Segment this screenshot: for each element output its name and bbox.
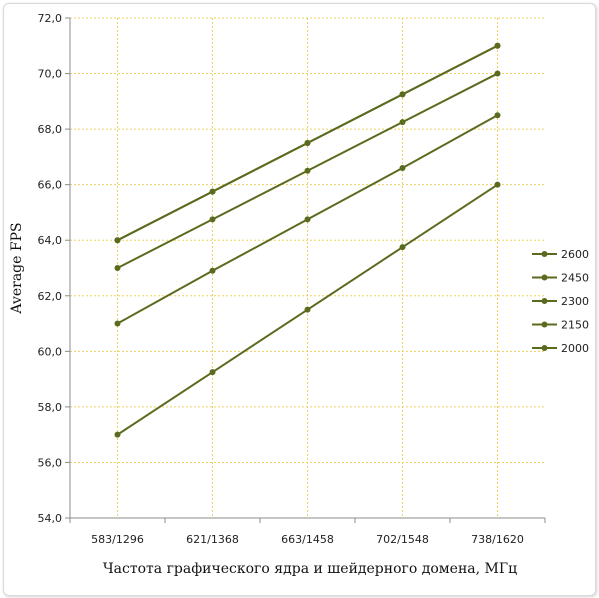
legend-item: 2450 xyxy=(532,272,589,285)
series-2450 xyxy=(114,42,501,244)
y-tick-label: 70,0 xyxy=(38,68,63,81)
x-axis-label: Частота графического ядра и шейдерного д… xyxy=(103,561,517,577)
data-point xyxy=(304,216,311,223)
y-tick-labels: 54,0 56,0 58,0 60,0 62,0 64,0 66,0 68,0 70,0 72,0 xyxy=(38,12,63,525)
x-tick-label: 583/1296 xyxy=(91,533,144,546)
axes xyxy=(65,17,546,523)
data-point xyxy=(399,165,406,171)
legend-swatch-marker xyxy=(541,345,548,351)
data-point xyxy=(114,320,121,327)
x-tick-label: 702/1548 xyxy=(376,533,429,546)
legend-item: 2150 xyxy=(532,319,589,332)
data-point xyxy=(494,181,501,188)
y-tick-label: 56,0 xyxy=(38,456,63,469)
data-point xyxy=(304,167,311,174)
legend-label: 2600 xyxy=(561,248,589,261)
data-point xyxy=(114,237,121,244)
series-group xyxy=(114,42,501,438)
data-point xyxy=(399,119,406,126)
data-point xyxy=(494,70,501,77)
y-tick-label: 60,0 xyxy=(38,345,63,358)
data-point xyxy=(494,112,501,119)
legend: 2600 2450 2300 2150 2000 xyxy=(532,248,589,355)
x-tick-label: 738/1620 xyxy=(471,533,524,546)
data-point xyxy=(304,306,311,313)
data-point xyxy=(209,188,216,195)
grid-lines xyxy=(70,17,545,518)
legend-label: 2300 xyxy=(561,295,589,308)
data-point xyxy=(114,431,121,438)
legend-swatch-marker xyxy=(541,274,548,281)
y-tick-label: 64,0 xyxy=(38,234,63,247)
data-point xyxy=(114,265,121,271)
data-point xyxy=(209,267,216,274)
data-point xyxy=(304,140,311,146)
legend-swatch-marker xyxy=(541,298,548,304)
y-tick-label: 54,0 xyxy=(38,512,63,525)
legend-label: 2000 xyxy=(561,342,589,355)
y-tick-label: 62,0 xyxy=(38,290,63,303)
y-tick-label: 58,0 xyxy=(38,401,63,414)
legend-label: 2150 xyxy=(561,319,589,332)
x-tick-label: 621/1368 xyxy=(186,533,239,546)
data-point xyxy=(494,42,501,49)
y-tick-label: 66,0 xyxy=(38,179,63,192)
data-point xyxy=(399,244,406,251)
x-tick-labels: 583/1296 621/1368 663/1458 702/1548 738/1620 xyxy=(91,533,524,546)
legend-item: 2000 xyxy=(532,342,589,355)
y-tick-label: 68,0 xyxy=(38,123,63,136)
legend-item: 2300 xyxy=(532,295,589,308)
legend-item: 2600 xyxy=(532,248,589,261)
legend-swatch-marker xyxy=(541,251,548,257)
data-point xyxy=(209,369,216,376)
data-point xyxy=(399,91,406,98)
series-2150 xyxy=(114,112,501,327)
y-axis-label: Average FPS xyxy=(9,222,25,314)
series-2000 xyxy=(114,181,501,438)
x-tick-label: 663/1458 xyxy=(281,533,334,546)
legend-swatch-marker xyxy=(541,321,548,328)
legend-label: 2450 xyxy=(561,272,589,285)
data-point xyxy=(209,216,216,223)
series-2300 xyxy=(114,70,501,271)
y-tick-label: 72,0 xyxy=(38,12,63,25)
